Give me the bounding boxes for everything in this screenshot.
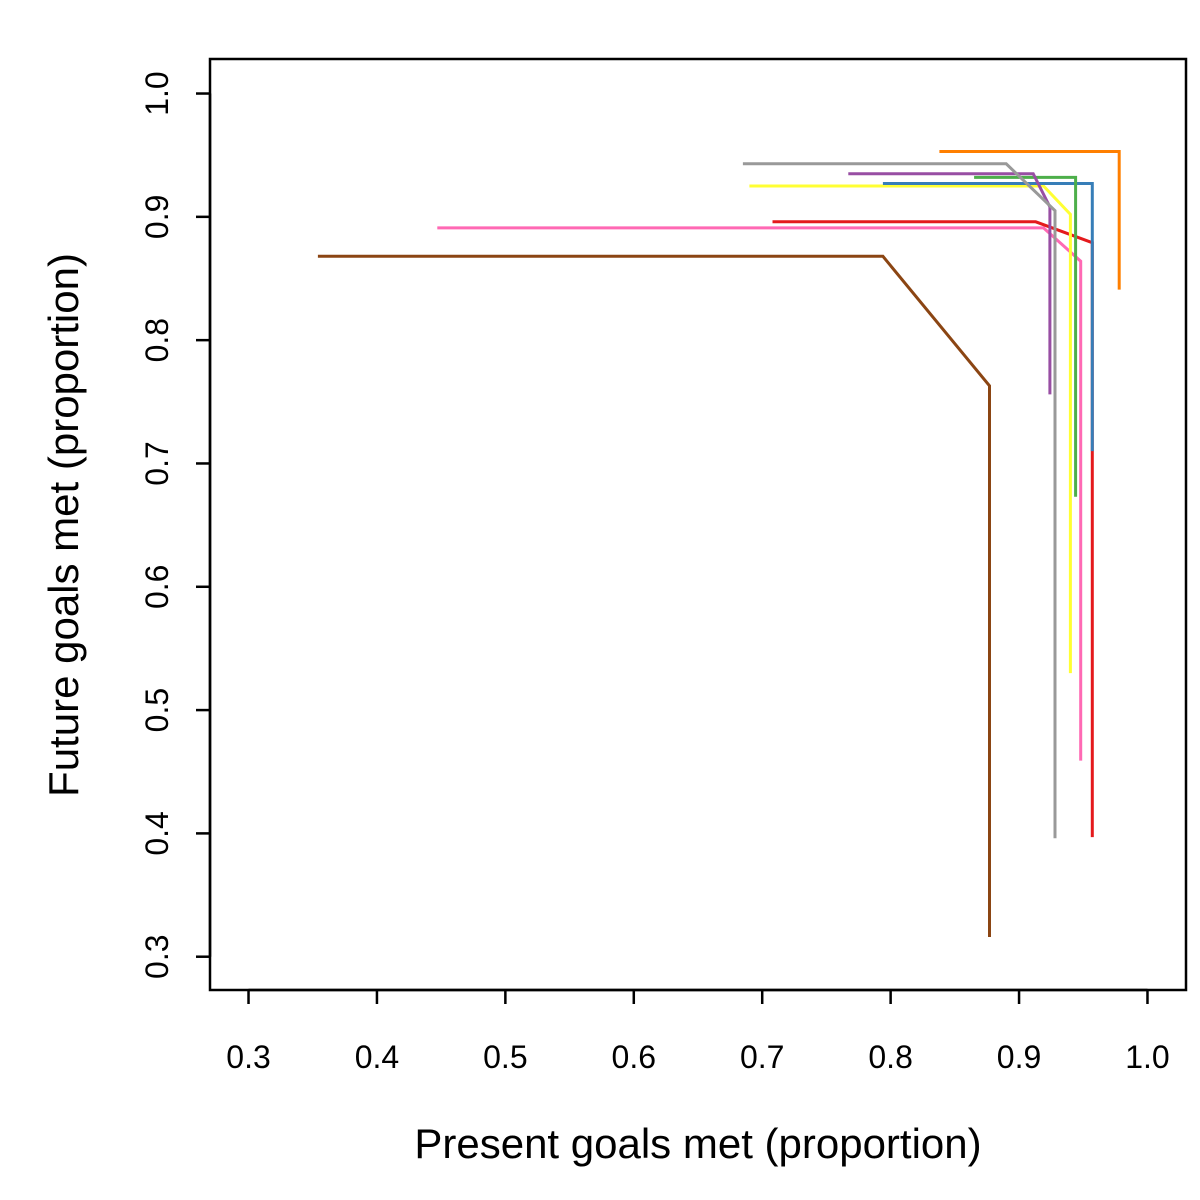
- y-axis: 0.3 0.4 0.5 0.6 0.7 0.8 0.9 1.0: [139, 71, 212, 979]
- y-tick-label: 0.7: [139, 441, 175, 485]
- x-axis: 0.3 0.4 0.5 0.6 0.7 0.8 0.9 1.0: [226, 988, 1170, 1075]
- y-tick-label: 0.8: [139, 318, 175, 362]
- y-tick-label: 1.0: [139, 71, 175, 115]
- series-line-7: [848, 172, 1052, 395]
- series-line-6: [974, 175, 1078, 497]
- x-tick-label: 0.3: [226, 1039, 270, 1075]
- series-line-9: [939, 150, 1121, 290]
- series-line-1: [317, 254, 991, 937]
- x-tick-label: 0.9: [997, 1039, 1041, 1075]
- x-tick-label: 0.6: [612, 1039, 656, 1075]
- series-line-5: [882, 182, 1094, 452]
- y-tick-label: 0.5: [139, 688, 175, 732]
- series-line-3: [772, 220, 1094, 838]
- series-line-8: [742, 162, 1057, 839]
- series-layer: [317, 150, 1121, 937]
- plot-frame: [208, 57, 1188, 992]
- x-tick-label: 0.8: [868, 1039, 912, 1075]
- x-tick-label: 0.5: [483, 1039, 527, 1075]
- x-axis-title: Present goals met (proportion): [414, 1120, 981, 1167]
- series-line-2: [437, 226, 1083, 761]
- x-tick-label: 0.7: [740, 1039, 784, 1075]
- y-tick-label: 0.3: [139, 934, 175, 978]
- x-tick-label: 0.4: [355, 1039, 399, 1075]
- y-tick-label: 0.4: [139, 811, 175, 855]
- x-tick-label: 1.0: [1125, 1039, 1169, 1075]
- series-line-4: [749, 184, 1072, 674]
- y-tick-label: 0.9: [139, 195, 175, 239]
- y-tick-label: 0.6: [139, 565, 175, 609]
- y-axis-title: Future goals met (proportion): [40, 253, 87, 797]
